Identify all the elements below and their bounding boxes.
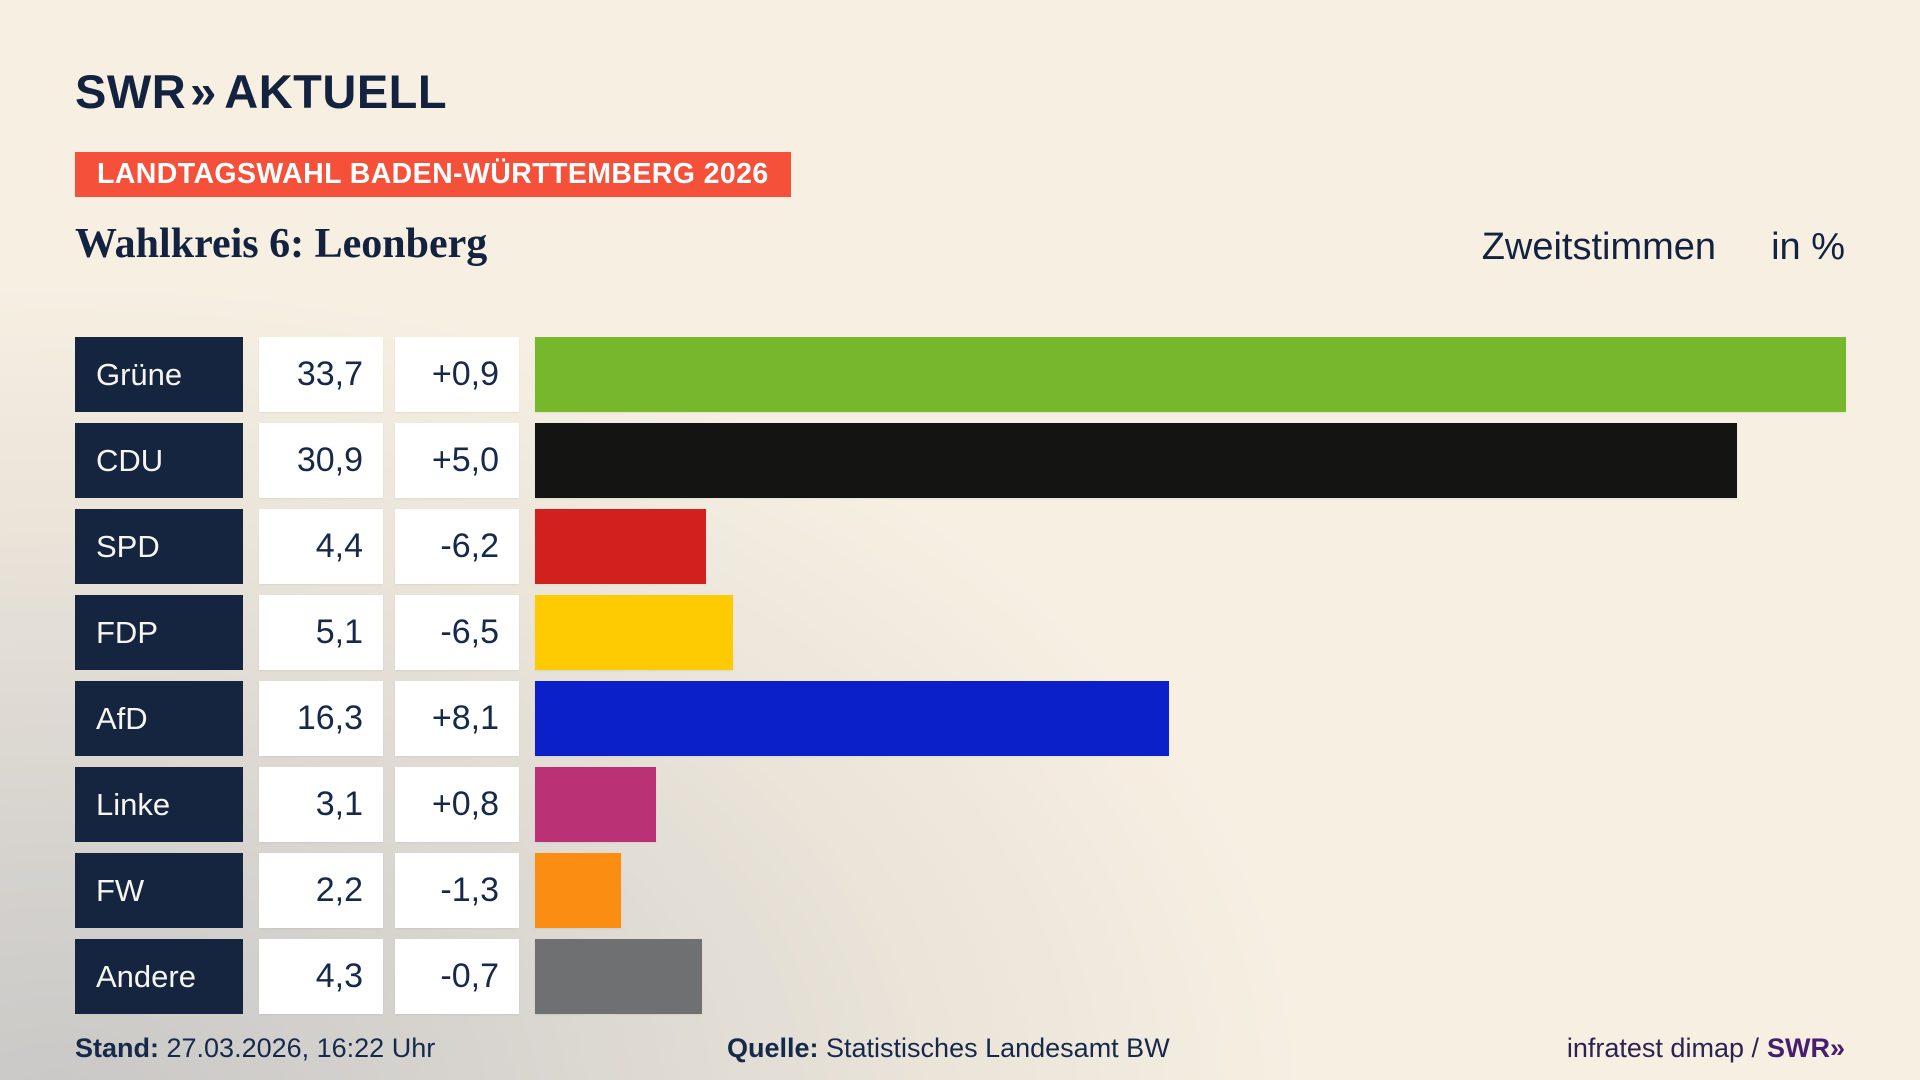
source-label: Quelle: <box>727 1033 819 1063</box>
result-row: Andere 4,3 -0,7 <box>75 939 1846 1014</box>
value-cell: 4,4 <box>259 509 383 584</box>
result-row: CDU 30,9 +5,0 <box>75 423 1846 498</box>
party-label: AfD <box>75 681 243 756</box>
result-row: FW 2,2 -1,3 <box>75 853 1846 928</box>
party-label: CDU <box>75 423 243 498</box>
value-cell: 3,1 <box>259 767 383 842</box>
result-row: Grüne 33,7 +0,9 <box>75 337 1846 412</box>
page-title: Wahlkreis 6: Leonberg <box>75 221 488 267</box>
stand-value: 27.03.2026, 16:22 Uhr <box>159 1033 436 1063</box>
change-cell: +8,1 <box>395 681 519 756</box>
election-banner: LANDTAGSWAHL BADEN-WÜRTTEMBERG 2026 <box>75 152 791 197</box>
party-label: Andere <box>75 939 243 1014</box>
change-cell: +0,8 <box>395 767 519 842</box>
bar-track <box>535 337 1846 412</box>
source-note: Quelle: Statistisches Landesamt BW <box>727 1028 1170 1068</box>
bar-track <box>535 509 1846 584</box>
footer: Stand: 27.03.2026, 16:22 Uhr Quelle: Sta… <box>75 1028 1845 1068</box>
result-row: Linke 3,1 +0,8 <box>75 767 1846 842</box>
change-cell: -1,3 <box>395 853 519 928</box>
party-label: FW <box>75 853 243 928</box>
measure-text: Zweitstimmen <box>1481 226 1717 268</box>
bar-track <box>535 595 1846 670</box>
credit-text: infratest dimap / <box>1566 1033 1759 1063</box>
result-bar <box>535 595 734 670</box>
source-value: Statistisches Landesamt BW <box>818 1033 1170 1063</box>
party-label: FDP <box>75 595 243 670</box>
result-bar <box>535 853 621 928</box>
value-cell: 2,2 <box>259 853 383 928</box>
banner-label: LANDTAGSWAHL BADEN-WÜRTTEMBERG 2026 <box>97 158 769 190</box>
results-chart: Grüne 33,7 +0,9 CDU 30,9 +5,0 SPD 4,4 -6,2 FDP 5,1… <box>75 337 1846 1025</box>
result-bar <box>535 681 1170 756</box>
result-bar <box>535 939 703 1014</box>
credit-note: infratest dimap / SWR» <box>1567 1028 1845 1068</box>
party-label: Grüne <box>75 337 243 412</box>
logo-aktuell-text: AKTUELL <box>224 65 448 118</box>
bar-track <box>535 939 1846 1014</box>
measure-label: Zweitstimmen in % <box>1482 226 1845 269</box>
swr-logo-small: SWR» <box>1766 1033 1845 1063</box>
result-bar <box>535 337 1846 412</box>
change-cell: -6,2 <box>395 509 519 584</box>
swr-aktuell-logo: SWR» AKTUELL <box>75 64 447 119</box>
value-cell: 16,3 <box>259 681 383 756</box>
change-cell: +0,9 <box>395 337 519 412</box>
value-cell: 4,3 <box>259 939 383 1014</box>
value-cell: 33,7 <box>259 337 383 412</box>
result-bar <box>535 767 656 842</box>
result-bar <box>535 423 1738 498</box>
party-label: SPD <box>75 509 243 584</box>
change-cell: -6,5 <box>395 595 519 670</box>
result-bar <box>535 509 707 584</box>
double-chevron-icon: » <box>190 65 216 118</box>
result-row: AfD 16,3 +8,1 <box>75 681 1846 756</box>
bar-track <box>535 853 1846 928</box>
bar-track <box>535 681 1846 756</box>
result-row: SPD 4,4 -6,2 <box>75 509 1846 584</box>
change-cell: -0,7 <box>395 939 519 1014</box>
stand-timestamp: Stand: 27.03.2026, 16:22 Uhr <box>75 1028 435 1068</box>
unit-text: in % <box>1771 226 1845 268</box>
logo-swr-text: SWR <box>75 65 187 118</box>
party-label: Linke <box>75 767 243 842</box>
stand-label: Stand: <box>75 1033 159 1063</box>
value-cell: 5,1 <box>259 595 383 670</box>
bar-track <box>535 423 1846 498</box>
value-cell: 30,9 <box>259 423 383 498</box>
bar-track <box>535 767 1846 842</box>
result-row: FDP 5,1 -6,5 <box>75 595 1846 670</box>
change-cell: +5,0 <box>395 423 519 498</box>
